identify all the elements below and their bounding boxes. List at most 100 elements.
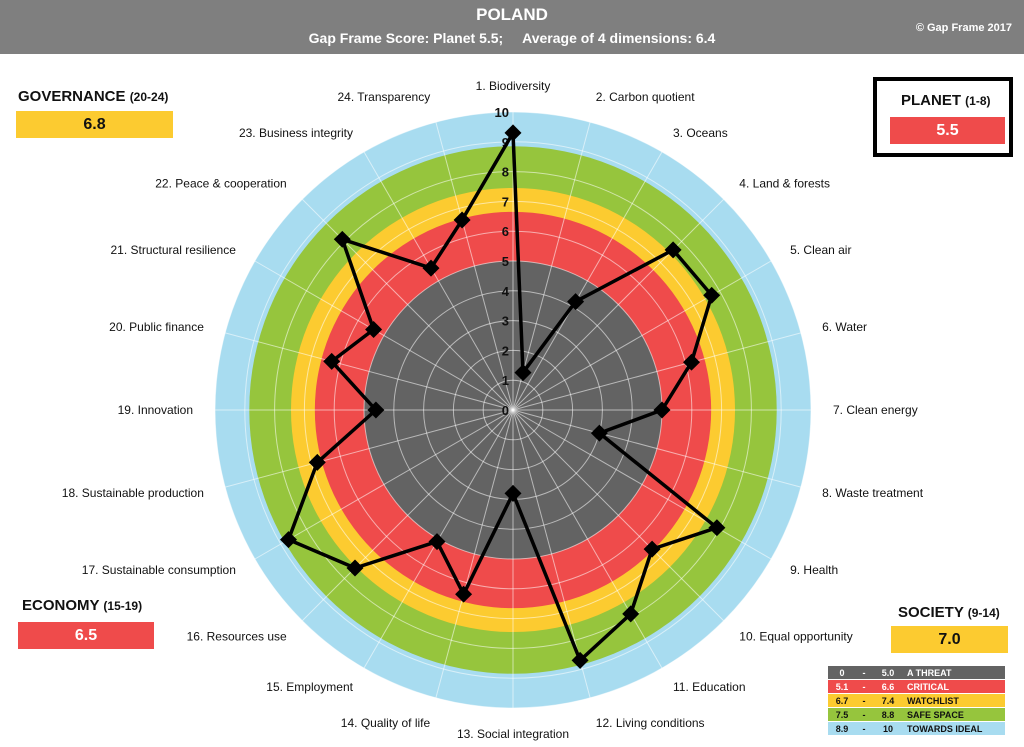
governance-range: (20-24) — [129, 90, 169, 104]
category-label: 21. Structural resilience — [111, 243, 237, 257]
tick-label: 7 — [502, 194, 509, 209]
legend-row: 0-5.0 A THREAT — [828, 666, 1005, 680]
category-label: 13. Social integration — [457, 727, 569, 741]
society-name: SOCIETY — [898, 604, 964, 621]
data-point — [708, 519, 726, 537]
legend-sep: - — [856, 721, 872, 736]
category-label: 6. Water — [822, 320, 867, 334]
category-label: 20. Public finance — [109, 320, 204, 334]
planet-score: 5.5 — [890, 117, 1005, 144]
category-label: 16. Resources use — [187, 629, 287, 643]
society-range: (9-14) — [967, 606, 1000, 620]
planet-frame — [873, 77, 1013, 157]
legend-from: 0 — [828, 666, 856, 680]
category-label: 8. Waste treatment — [822, 486, 924, 500]
category-label: 11. Education — [673, 680, 746, 694]
tick-label: 0 — [502, 403, 509, 418]
data-point — [514, 364, 532, 382]
economy-range: (15-19) — [103, 599, 143, 613]
legend-from: 8.9 — [828, 721, 856, 736]
governance-label: GOVERNANCE (20-24) — [18, 88, 168, 105]
grid-spoke — [301, 409, 514, 622]
legend-label: CRITICAL — [904, 679, 1005, 694]
category-label: 23. Business integrity — [239, 126, 353, 140]
category-label: 9. Health — [790, 563, 838, 577]
legend-to: 6.6 — [872, 679, 904, 694]
data-point — [703, 286, 721, 304]
grid-spoke — [254, 260, 514, 411]
grid-spoke — [225, 332, 514, 411]
legend-sep: - — [856, 693, 872, 708]
planet-label: PLANET (1-8) — [901, 92, 991, 109]
economy-label: ECONOMY (15-19) — [22, 597, 142, 614]
grid-spoke — [363, 151, 514, 411]
category-label: 12. Living conditions — [596, 716, 705, 730]
grid-spoke — [512, 409, 801, 488]
category-label: 14. Quality of life — [341, 716, 431, 730]
grid-spoke — [512, 332, 801, 411]
page-title: POLAND — [476, 5, 548, 24]
category-label: 2. Carbon quotient — [596, 90, 695, 104]
data-point — [346, 559, 364, 577]
category-label: 5. Clean air — [790, 243, 851, 257]
radar-chart: 0 1 2 3 4 5 6 7 8 9 10 1. Biodiversity 2. Carbon quo… — [62, 79, 924, 741]
category-label: 18. Sustainable production — [62, 486, 204, 500]
category-label: 1. Biodiversity — [476, 79, 551, 93]
grid-spoke — [512, 409, 725, 622]
legend-sep: - — [856, 707, 872, 722]
grid-spoke — [512, 409, 663, 669]
planet-name: PLANET — [901, 92, 961, 109]
header-bar: POLAND Gap Frame Score: Planet 5.5; Aver… — [0, 0, 1024, 54]
category-label: 10. Equal opportunity — [739, 629, 852, 643]
legend-from: 6.7 — [828, 693, 856, 708]
tick-label: 4 — [502, 284, 510, 299]
grid-spoke — [512, 409, 772, 560]
category-label: 19. Innovation — [118, 403, 193, 417]
economy-score: 6.5 — [18, 622, 154, 649]
category-label: 3. Oceans — [673, 126, 728, 140]
data-point — [643, 540, 661, 558]
data-point — [455, 585, 473, 603]
grid-spoke — [435, 122, 514, 411]
score-legend: 0-5.0 A THREAT 5.1-6.6 CRITICAL 6.7-7.4 WATCH… — [828, 666, 1005, 736]
legend-to: 7.4 — [872, 693, 904, 708]
grid-spoke — [512, 151, 663, 411]
data-point — [622, 605, 640, 623]
legend-label: SAFE SPACE — [904, 707, 1005, 722]
tick-label: 1 — [502, 373, 509, 388]
category-label: 7. Clean energy — [833, 403, 918, 417]
category-label: 17. Sustainable consumption — [82, 563, 236, 577]
tick-label: 10 — [495, 105, 509, 120]
legend-row: 6.7-7.4 WATCHLIST — [828, 693, 1005, 708]
data-point — [590, 424, 608, 442]
page-subtitle: Gap Frame Score: Planet 5.5; Average of … — [308, 30, 716, 46]
legend-row: 8.9-10 TOWARDS IDEAL — [828, 721, 1005, 736]
legend-label: TOWARDS IDEAL — [904, 721, 1005, 736]
tick-label: 3 — [502, 314, 509, 329]
legend-row: 7.5-8.8 SAFE SPACE — [828, 707, 1005, 722]
governance-score: 6.8 — [16, 111, 173, 138]
category-label: 24. Transparency — [337, 90, 430, 104]
tick-label: 8 — [502, 165, 509, 180]
society-score: 7.0 — [891, 626, 1008, 653]
copyright: © Gap Frame 2017 — [915, 22, 1012, 34]
data-point — [664, 241, 682, 259]
tick-label: 9 — [502, 135, 509, 150]
grid-spoke — [512, 122, 591, 411]
category-label: 15. Employment — [266, 680, 353, 694]
legend-to: 8.8 — [872, 707, 904, 722]
grid-spoke — [301, 198, 514, 411]
grid-spoke — [512, 260, 772, 411]
legend-to: 5.0 — [872, 666, 904, 680]
grid-spoke — [225, 409, 514, 488]
legend-sep: - — [856, 679, 872, 694]
legend-sep: - — [856, 666, 872, 680]
grid-spoke — [254, 409, 514, 560]
data-point — [571, 651, 589, 669]
economy-name: ECONOMY — [22, 597, 100, 614]
tick-label: 5 — [502, 254, 509, 269]
grid-spoke — [435, 409, 514, 698]
data-point — [653, 401, 671, 419]
category-label: 4. Land & forests — [739, 177, 830, 191]
legend-to: 10 — [872, 721, 904, 736]
